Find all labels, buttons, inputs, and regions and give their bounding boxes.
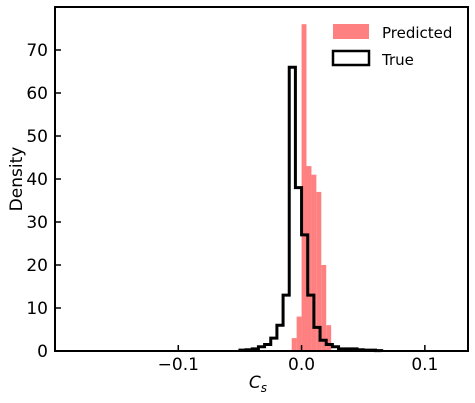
predicted-bar [316, 191, 322, 351]
y-tick-label: 70 [26, 41, 48, 61]
legend-swatch-predicted [333, 24, 369, 39]
x-tick-label: 0.1 [411, 355, 438, 375]
y-tick-label: 0 [37, 342, 48, 362]
x-axis-label: Cs [249, 373, 267, 395]
predicted-bar [296, 316, 302, 351]
x-tick-label: −0.1 [158, 355, 199, 375]
legend: Predicted True [331, 24, 452, 69]
x-axis-ticks: −0.1 0.0 0.1 [158, 345, 438, 375]
predicted-bar [321, 265, 327, 351]
y-tick-label: 10 [26, 299, 48, 319]
y-tick-label: 50 [26, 127, 48, 147]
x-tick-label: 0.0 [288, 355, 315, 375]
legend-swatch-true [331, 49, 371, 67]
y-tick-label: 40 [26, 170, 48, 190]
true-step-line [238, 65, 384, 353]
predicted-bar [301, 24, 307, 351]
y-tick-label: 20 [26, 256, 48, 276]
predicted-bar [291, 338, 297, 351]
true-series [238, 65, 384, 353]
y-tick-label: 60 [26, 84, 48, 104]
y-tick-label: 30 [26, 213, 48, 233]
y-axis-ticks: 0 10 20 30 40 50 60 70 [26, 41, 61, 362]
predicted-bar [326, 325, 332, 351]
predicted-bar [311, 174, 317, 351]
y-axis-label: Density [7, 147, 27, 212]
legend-label-true: True [381, 51, 414, 69]
legend-label-predicted: Predicted [382, 24, 452, 42]
